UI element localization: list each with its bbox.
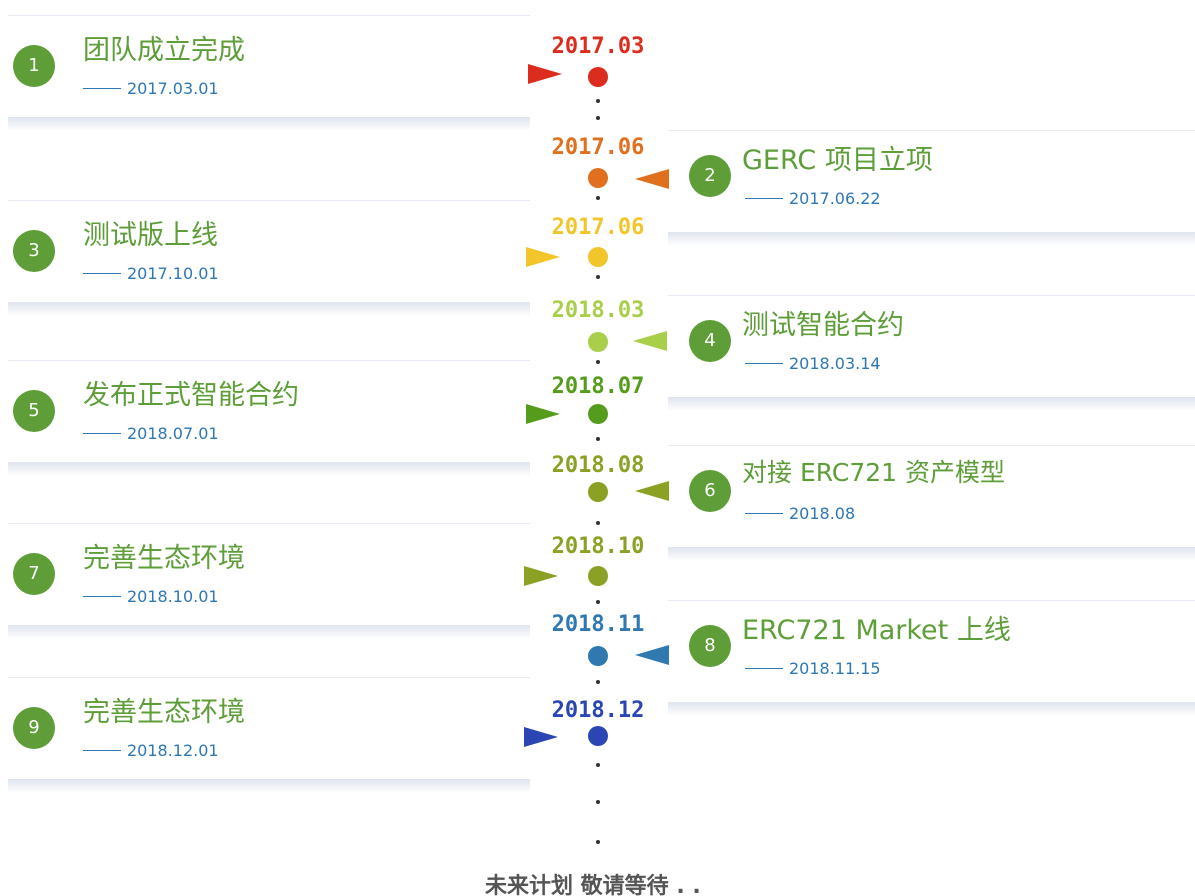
milestone-number-badge: 5 [13,390,55,432]
milestone-title: 测试智能合约 [742,310,904,341]
timeline-dot [588,332,608,352]
milestone-title: ERC721 Market 上线 [742,615,1011,646]
timeline-year-label: 2018.12 [551,698,645,723]
pointer-arrow-icon [635,169,669,189]
timeline-year-label: 2018.07 [551,374,645,399]
milestone-card-6: 6 对接 ERC721 资产模型 2018.08 [668,445,1195,561]
milestone-number-badge: 6 [689,470,731,512]
pointer-arrow-icon [524,566,558,586]
milestone-title: GERC 项目立项 [742,145,933,176]
milestone-date-text: 2018.07.01 [127,424,219,443]
milestone-date: 2017.03.01 [83,79,219,98]
milestone-card-9: 9 完善生态环境 2018.12.01 [8,677,530,793]
timeline-year-label: 2018.11 [551,612,645,637]
milestone-title: 团队成立完成 [83,35,245,66]
milestone-title: 对接 ERC721 资产模型 [742,458,1005,487]
timeline-dot [588,404,608,424]
milestone-date-text: 2018.03.14 [789,354,881,373]
connector-dot [596,521,600,525]
pointer-arrow-icon [633,331,667,351]
connector-dot [596,116,600,120]
pointer-arrow-icon [528,64,562,84]
pointer-arrow-icon [526,247,560,267]
milestone-number-badge: 7 [13,553,55,595]
timeline-dot [588,168,608,188]
timeline-year-label: 2017.06 [551,215,645,240]
milestone-card-1: 1 团队成立完成 2017.03.01 [8,15,530,131]
connector-dot [596,99,600,103]
pointer-arrow-icon [635,645,669,665]
milestone-date: 2018.03.14 [745,354,881,373]
milestone-date: 2018.11.15 [745,659,881,678]
milestone-date-text: 2017.06.22 [789,189,881,208]
connector-dot [596,437,600,441]
milestone-card-8: 8 ERC721 Market 上线 2018.11.15 [668,600,1195,716]
connector-dot [596,840,600,844]
future-plan-caption: 未来计划 敬请等待 . . [485,874,701,896]
milestone-number-badge: 3 [13,230,55,272]
milestone-date: 2017.10.01 [83,264,219,283]
milestone-title: 发布正式智能合约 [83,380,299,411]
timeline-dot [588,726,608,746]
connector-dot [596,275,600,279]
milestone-number-badge: 8 [689,625,731,667]
milestone-date-text: 2017.10.01 [127,264,219,283]
milestone-card-2: 2 GERC 项目立项 2017.06.22 [668,130,1195,246]
timeline-year-label: 2018.10 [551,534,645,559]
connector-dot [596,360,600,364]
timeline-dot [588,482,608,502]
milestone-card-3: 3 测试版上线 2017.10.01 [8,200,530,316]
milestone-date-text: 2018.10.01 [127,587,219,606]
timeline-year-label: 2018.08 [551,453,645,478]
connector-dot [596,680,600,684]
milestone-date: 2018.08 [745,504,855,523]
milestone-number-badge: 9 [13,707,55,749]
milestone-date: 2017.06.22 [745,189,881,208]
milestone-date-text: 2018.12.01 [127,741,219,760]
timeline-dot [588,247,608,267]
connector-dot [596,600,600,604]
milestone-date-text: 2018.11.15 [789,659,881,678]
milestone-date-text: 2018.08 [789,504,856,523]
timeline-dot [588,566,608,586]
milestone-date: 2018.10.01 [83,587,219,606]
milestone-title: 完善生态环境 [83,697,245,728]
milestone-number-badge: 4 [689,320,731,362]
milestone-card-5: 5 发布正式智能合约 2018.07.01 [8,360,530,476]
milestone-date: 2018.12.01 [83,741,219,760]
timeline-dot [588,67,608,87]
milestone-number-badge: 1 [13,45,55,87]
milestone-card-4: 4 测试智能合约 2018.03.14 [668,295,1195,411]
milestone-date: 2018.07.01 [83,424,219,443]
milestone-date-text: 2017.03.01 [127,79,219,98]
timeline-year-label: 2017.03 [551,34,645,59]
timeline-year-label: 2018.03 [551,298,645,323]
connector-dot [596,196,600,200]
timeline-dot [588,646,608,666]
milestone-title: 测试版上线 [83,220,218,251]
pointer-arrow-icon [524,727,558,747]
pointer-arrow-icon [635,481,669,501]
milestone-number-badge: 2 [689,155,731,197]
connector-dot [596,800,600,804]
pointer-arrow-icon [526,404,560,424]
milestone-card-7: 7 完善生态环境 2018.10.01 [8,523,530,639]
timeline-year-label: 2017.06 [551,135,645,160]
connector-dot [596,763,600,767]
milestone-title: 完善生态环境 [83,543,245,574]
